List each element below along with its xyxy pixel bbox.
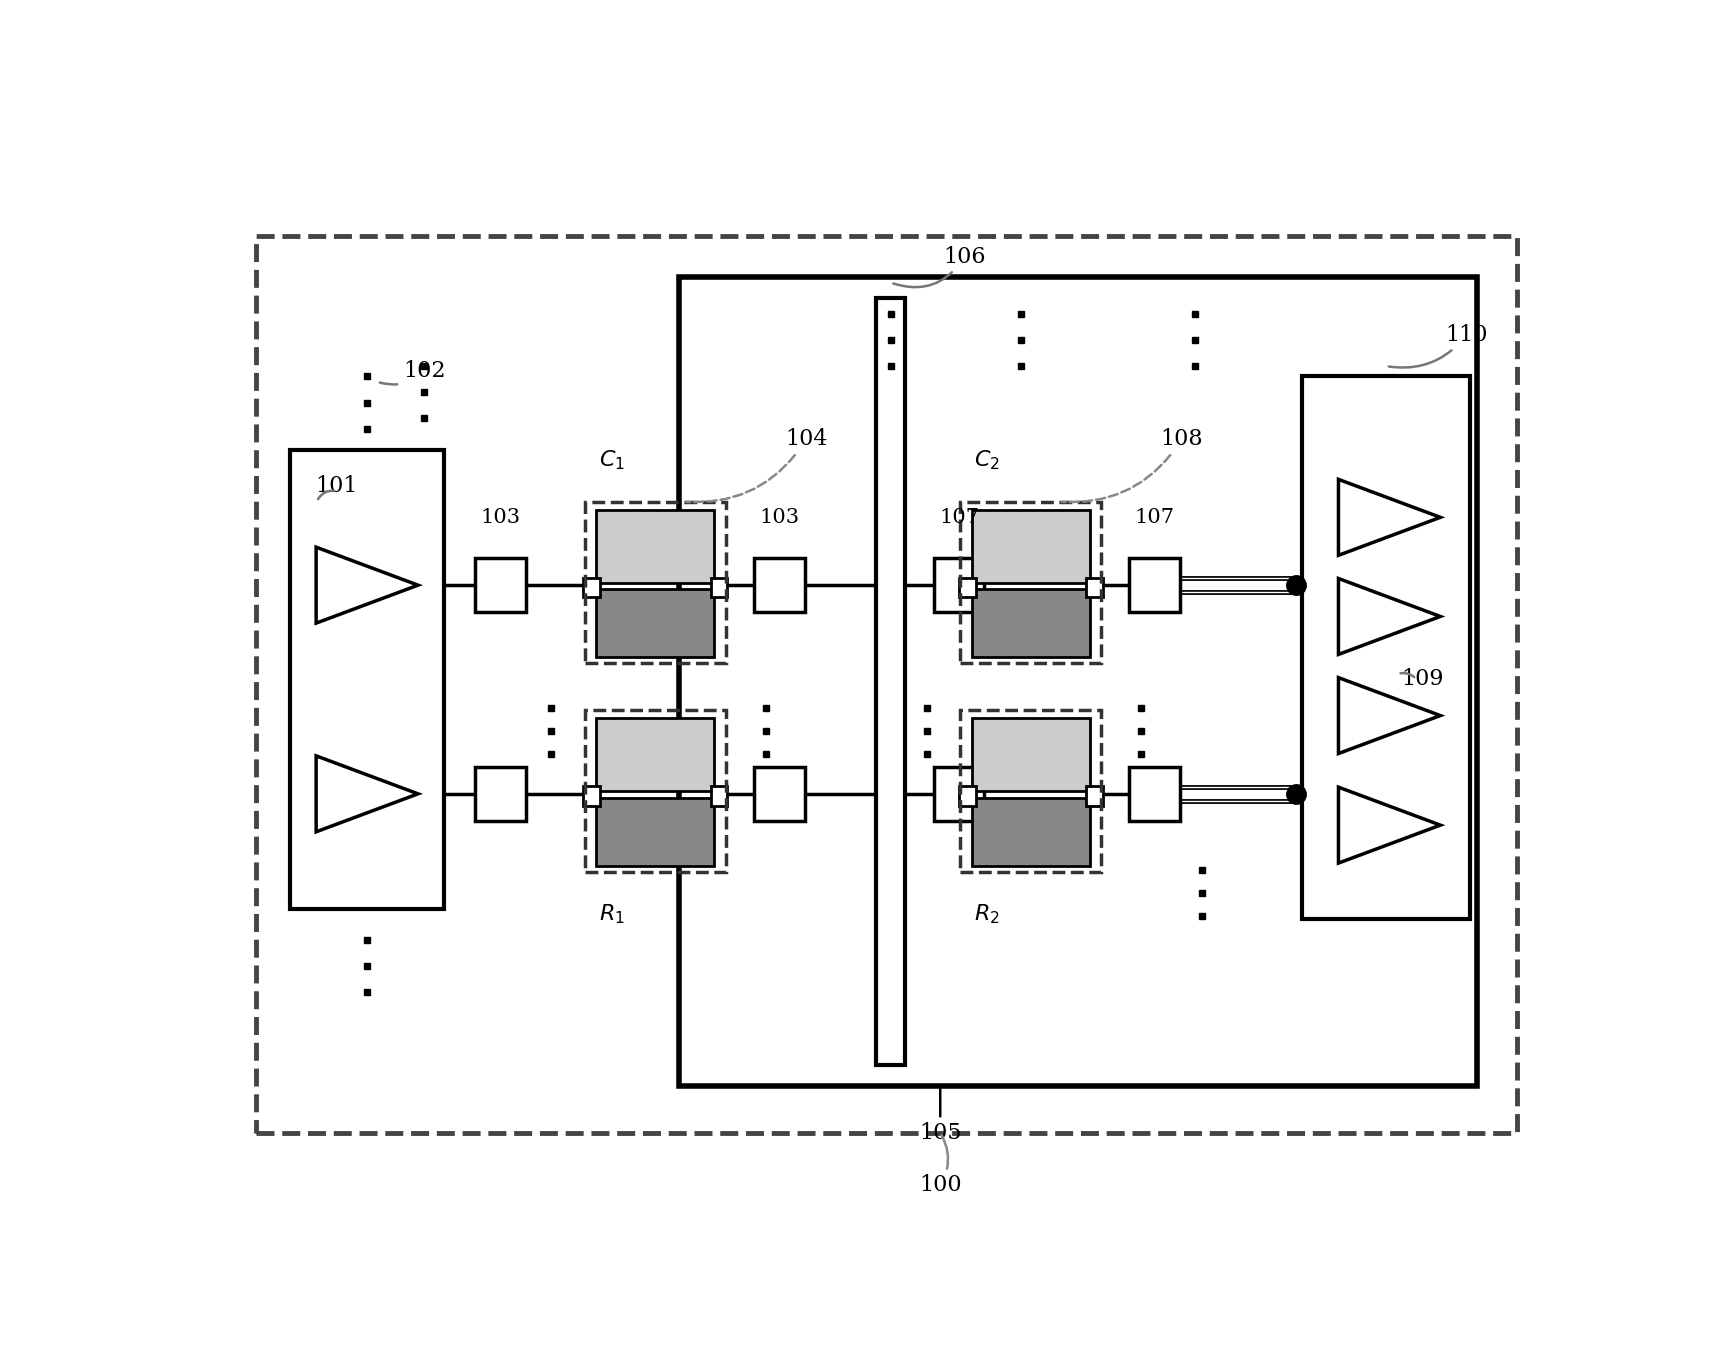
Text: 108: 108: [1062, 428, 1202, 503]
Text: 103: 103: [481, 508, 521, 527]
Bar: [972, 589, 1090, 657]
Text: $R_1$: $R_1$: [599, 902, 625, 925]
Bar: [597, 798, 714, 866]
Polygon shape: [1339, 678, 1441, 753]
Bar: [291, 450, 445, 909]
Bar: [585, 501, 727, 664]
Polygon shape: [1339, 579, 1441, 654]
Bar: [875, 298, 905, 1065]
Bar: [585, 710, 727, 873]
Bar: [597, 718, 714, 791]
Bar: [1130, 558, 1180, 612]
Bar: [256, 236, 1517, 1133]
Bar: [972, 509, 1090, 583]
Text: 104: 104: [687, 428, 827, 503]
Bar: [934, 767, 984, 821]
Bar: [583, 786, 600, 806]
Text: 100: 100: [919, 1135, 962, 1196]
Bar: [934, 558, 984, 612]
Bar: [754, 558, 804, 612]
Text: 102: 102: [381, 360, 445, 385]
Bar: [958, 786, 976, 806]
Text: $C_2$: $C_2$: [974, 449, 1000, 472]
Bar: [678, 278, 1477, 1085]
Bar: [1130, 767, 1180, 821]
Text: 106: 106: [893, 245, 986, 287]
Text: 101: 101: [315, 476, 358, 497]
Polygon shape: [317, 756, 419, 832]
Polygon shape: [1339, 787, 1441, 863]
Bar: [476, 767, 526, 821]
Bar: [476, 558, 526, 612]
Text: 109: 109: [1401, 668, 1445, 690]
Bar: [1303, 377, 1470, 919]
Bar: [972, 798, 1090, 866]
Text: $C_1$: $C_1$: [599, 449, 625, 472]
Text: 107: 107: [1135, 508, 1175, 527]
Text: 103: 103: [759, 508, 799, 527]
Polygon shape: [317, 547, 419, 623]
Bar: [711, 786, 727, 806]
Bar: [958, 577, 976, 598]
Bar: [960, 710, 1102, 873]
Text: 107: 107: [939, 508, 979, 527]
Bar: [711, 577, 727, 598]
Bar: [960, 501, 1102, 664]
Bar: [1086, 786, 1102, 806]
Text: 110: 110: [1389, 324, 1488, 367]
Bar: [972, 718, 1090, 791]
Text: 105: 105: [919, 1089, 962, 1144]
Bar: [583, 577, 600, 598]
Bar: [597, 509, 714, 583]
Bar: [1086, 577, 1102, 598]
Polygon shape: [1339, 480, 1441, 556]
Text: $R_2$: $R_2$: [974, 902, 1000, 925]
Bar: [597, 589, 714, 657]
Bar: [754, 767, 804, 821]
